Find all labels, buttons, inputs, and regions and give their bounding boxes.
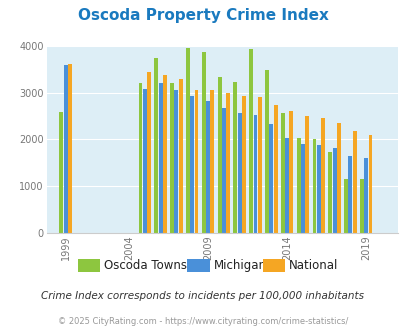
Bar: [237, 113, 241, 233]
Text: National: National: [288, 259, 338, 272]
Bar: [300, 144, 304, 233]
Bar: [194, 90, 198, 233]
Bar: [226, 93, 230, 233]
Bar: [138, 83, 142, 233]
Bar: [289, 111, 293, 233]
Bar: [201, 52, 205, 233]
Bar: [64, 65, 68, 233]
Text: Crime Index corresponds to incidents per 100,000 inhabitants: Crime Index corresponds to incidents per…: [41, 291, 364, 301]
Bar: [305, 115, 309, 233]
Bar: [222, 108, 225, 233]
Bar: [143, 89, 146, 233]
Bar: [253, 115, 257, 233]
Bar: [241, 96, 245, 233]
Bar: [59, 113, 63, 233]
Bar: [68, 64, 72, 233]
Bar: [206, 101, 209, 233]
Bar: [280, 113, 284, 233]
Bar: [257, 97, 261, 233]
Text: Oscoda Property Crime Index: Oscoda Property Crime Index: [77, 8, 328, 23]
Bar: [359, 179, 363, 233]
Bar: [320, 118, 324, 233]
Bar: [328, 152, 331, 233]
Bar: [332, 148, 336, 233]
Bar: [154, 58, 158, 233]
Bar: [343, 179, 347, 233]
Bar: [217, 78, 221, 233]
Bar: [170, 83, 174, 233]
Bar: [210, 90, 214, 233]
Bar: [284, 138, 288, 233]
Bar: [347, 156, 352, 233]
Text: © 2025 CityRating.com - https://www.cityrating.com/crime-statistics/: © 2025 CityRating.com - https://www.city…: [58, 317, 347, 326]
Text: Michigan: Michigan: [213, 259, 266, 272]
Bar: [185, 48, 190, 233]
Bar: [233, 82, 237, 233]
Bar: [368, 135, 371, 233]
Bar: [162, 75, 166, 233]
Bar: [352, 131, 356, 233]
Bar: [336, 123, 340, 233]
Bar: [312, 139, 315, 233]
Bar: [249, 49, 253, 233]
Bar: [296, 139, 300, 233]
Bar: [264, 70, 269, 233]
Bar: [190, 96, 194, 233]
Bar: [269, 124, 273, 233]
Bar: [363, 158, 367, 233]
Text: Oscoda Township: Oscoda Township: [104, 259, 205, 272]
Bar: [147, 72, 151, 233]
Bar: [316, 145, 320, 233]
Bar: [178, 79, 182, 233]
Bar: [158, 82, 162, 233]
Bar: [273, 105, 277, 233]
Bar: [174, 90, 178, 233]
